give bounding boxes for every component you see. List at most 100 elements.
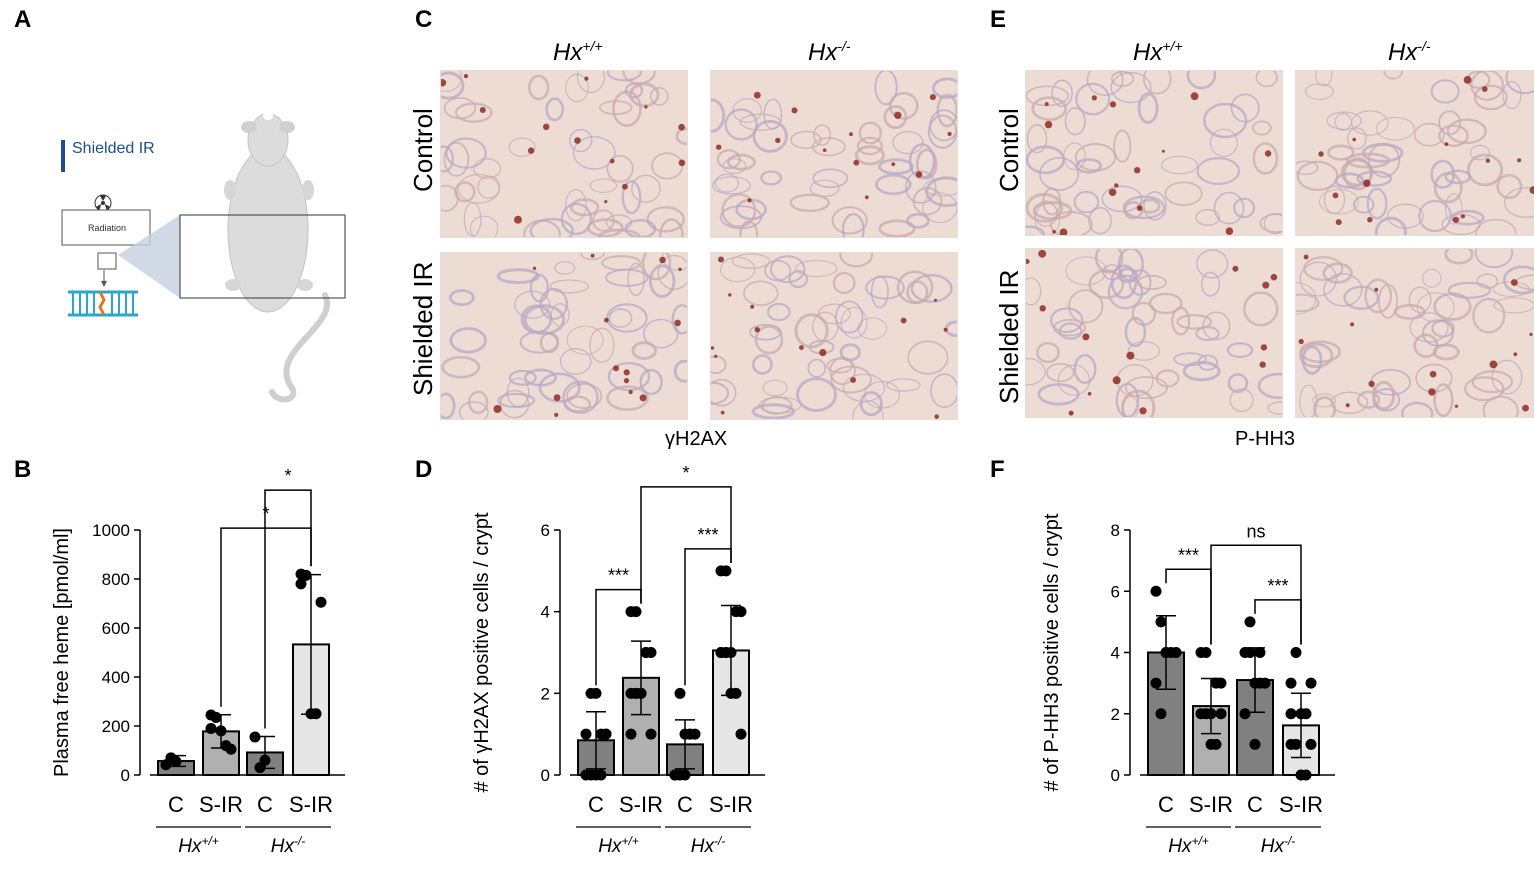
chart-f-significance-label: *** bbox=[1267, 576, 1288, 596]
chart-d-point bbox=[720, 565, 732, 577]
chart-f-y-tick-label: 2 bbox=[1111, 705, 1120, 724]
chart-f-category-label: S-IR bbox=[1279, 792, 1323, 817]
chart-b-significance-label: * bbox=[284, 466, 291, 486]
chart-d-category-label: C bbox=[588, 792, 604, 817]
chart-f-point bbox=[1155, 616, 1167, 628]
radiation-icon bbox=[94, 194, 112, 212]
chart-d-significance-label: * bbox=[682, 463, 689, 483]
chart-d-point bbox=[640, 647, 652, 658]
chart-d-point bbox=[730, 687, 742, 699]
chart-f-point bbox=[1150, 677, 1162, 689]
radiation-box bbox=[61, 209, 151, 246]
chart-f-y-tick-label: 0 bbox=[1111, 766, 1120, 785]
panel-letter-d: D bbox=[415, 456, 433, 483]
chart-d-category-label: S-IR bbox=[619, 792, 663, 817]
chart-b-y-tick-label: 1000 bbox=[92, 521, 130, 540]
chart-d-y-tick-label: 6 bbox=[541, 521, 550, 540]
zoom-box bbox=[179, 214, 346, 299]
stain-label-gh2ax: γH2AX bbox=[665, 428, 728, 450]
chart-d-point bbox=[684, 728, 696, 740]
chart-d-point bbox=[600, 728, 612, 740]
chart-f-point bbox=[1239, 708, 1251, 720]
chart-f-point bbox=[1259, 677, 1271, 689]
chart-f-significance-bracket bbox=[1210, 544, 1302, 645]
chart-b-significance-bracket bbox=[264, 489, 312, 729]
chart-b: 0 200 400 600 800 1000 Plasma free heme [pmol/… bbox=[51, 466, 345, 857]
mouse-icon bbox=[224, 112, 331, 403]
radiation-box-label: Radiation bbox=[88, 223, 126, 233]
chart-f-point bbox=[1244, 647, 1256, 658]
chart-f-point bbox=[1155, 708, 1167, 720]
chart-f-category-label: C bbox=[1158, 792, 1174, 817]
chart-f-point bbox=[1300, 708, 1312, 720]
panel-letter-f: F bbox=[990, 456, 1005, 483]
chart-f-y-tick-label: 6 bbox=[1111, 582, 1120, 601]
chart-f-group-label: Hx+/+ bbox=[1168, 834, 1209, 857]
panel-letter-e: E bbox=[990, 6, 1007, 33]
chart-f-group-label: Hx-/- bbox=[1261, 834, 1296, 857]
chart-b-category-label: C bbox=[257, 792, 273, 817]
chart-b-y-label: Plasma free heme [pmol/ml] bbox=[51, 528, 73, 777]
c-col-label-wt: Hx+/+ bbox=[553, 38, 603, 66]
chart-f-point bbox=[1254, 647, 1266, 658]
micrograph-e-sir-wt bbox=[1025, 248, 1283, 418]
chart-d-point bbox=[630, 606, 642, 618]
zoom-cone bbox=[118, 215, 180, 298]
micrograph-e-sir-ko bbox=[1295, 248, 1534, 418]
arrow-head bbox=[101, 281, 107, 287]
chart-f-point bbox=[1215, 677, 1227, 689]
chart-d-significance-bracket bbox=[640, 486, 732, 604]
e-col-label-wt: Hx+/+ bbox=[1133, 38, 1183, 66]
chart-d-point bbox=[625, 728, 637, 740]
chart-f-significance-bracket bbox=[1254, 599, 1302, 645]
chart-f-significance-label: ns bbox=[1246, 521, 1265, 541]
e-row-label-control: Control bbox=[994, 108, 1024, 192]
e-row-label-shielded-ir: Shielded IR bbox=[994, 269, 1024, 404]
chart-b-point bbox=[315, 596, 327, 608]
chart-f-significance-bracket bbox=[1165, 568, 1212, 645]
chart-f-category-label: S-IR bbox=[1189, 792, 1233, 817]
micrograph-c-sir-wt bbox=[440, 252, 688, 420]
chart-d-point bbox=[630, 687, 642, 699]
chart-f-point bbox=[1210, 738, 1222, 750]
chart-d-group-label: Hx-/- bbox=[691, 834, 726, 857]
c-col-label-ko: Hx-/- bbox=[808, 38, 851, 66]
chart-f-point bbox=[1290, 738, 1302, 750]
chart-d-point bbox=[735, 728, 747, 740]
chart-d-category-label: C bbox=[677, 792, 693, 817]
chart-d-category-label: S-IR bbox=[709, 792, 753, 817]
chart-f-point bbox=[1215, 708, 1227, 720]
chart-d-significance-label: *** bbox=[608, 566, 629, 586]
chart-b-point bbox=[205, 722, 217, 734]
micrograph-c-control-ko bbox=[710, 70, 958, 238]
chart-b-y-tick-label: 800 bbox=[102, 570, 130, 589]
chart-f-y-label: # of P-HH3 positive cells / crypt bbox=[1041, 513, 1063, 791]
chart-b-y-tick-label: 400 bbox=[102, 668, 130, 687]
chart-d-point bbox=[645, 728, 657, 740]
c-row-label-shielded-ir: Shielded IR bbox=[408, 261, 438, 396]
chart-b-point bbox=[210, 711, 222, 723]
chart-f-significance-label: *** bbox=[1178, 545, 1199, 565]
chart-b-y-tick-label: 0 bbox=[121, 766, 130, 785]
chart-f-point bbox=[1290, 647, 1302, 658]
chart-b-category-label: S-IR bbox=[199, 792, 243, 817]
chart-d-significance-label: *** bbox=[697, 525, 718, 545]
panel-letter-c: C bbox=[415, 6, 433, 33]
chart-d-y-tick-label: 0 bbox=[541, 766, 550, 785]
chart-b-point bbox=[225, 743, 237, 755]
chart-d-group-label: Hx+/+ bbox=[598, 834, 639, 857]
chart-f-category-label: C bbox=[1247, 792, 1263, 817]
chart-b-point bbox=[295, 578, 307, 590]
shielded-ir-schematic: Shielded IR Radiation bbox=[61, 112, 346, 403]
chart-b-category-label: S-IR bbox=[289, 792, 333, 817]
chart-d-point bbox=[590, 687, 602, 699]
micrograph-e-control-ko bbox=[1295, 70, 1534, 236]
panel-letter-a: A bbox=[14, 6, 32, 33]
chart-d-y-label: # of γH2AX positive cells / crypt bbox=[471, 512, 493, 793]
c-row-label-control: Control bbox=[408, 108, 438, 192]
chart-d-y-tick-label: 2 bbox=[541, 684, 550, 703]
stain-label-phh3: P-HH3 bbox=[1235, 428, 1296, 450]
chart-b-group-label: Hx+/+ bbox=[178, 834, 219, 857]
chart-f-point bbox=[1244, 616, 1256, 628]
dna-icon bbox=[68, 290, 138, 317]
